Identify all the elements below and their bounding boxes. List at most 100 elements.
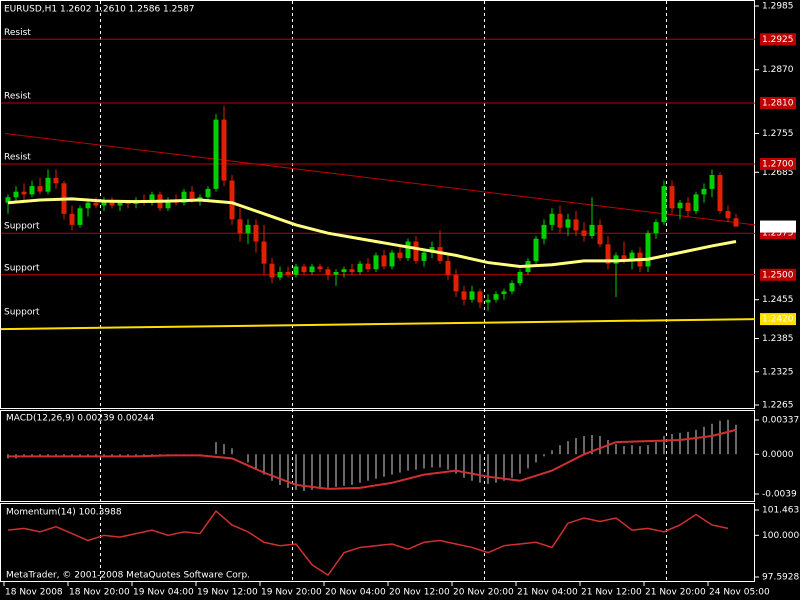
candle-body	[21, 191, 27, 195]
level-name: Support	[4, 263, 40, 273]
level-label: 1.2925	[762, 35, 794, 45]
candle-body	[29, 186, 35, 195]
y-tick-label: 0.0000	[762, 450, 794, 460]
macd-title: MACD(12,26,9) 0.00239 0.00244	[6, 414, 155, 424]
y-tick-label: 1.2685	[762, 168, 794, 178]
y-tick-label: 1.2870	[762, 65, 794, 75]
candle-body	[325, 269, 331, 275]
candle-body	[677, 202, 683, 209]
candle-body	[725, 211, 731, 219]
candle-body	[453, 274, 459, 292]
level-box	[760, 33, 796, 46]
candle-body	[661, 186, 667, 223]
y-tick-label: 97.5928	[762, 573, 799, 583]
candle-body	[365, 263, 371, 270]
time-label: 21 Nov 12:00	[581, 588, 642, 598]
level-label: 1.2700	[762, 159, 794, 169]
candle-body	[717, 175, 723, 212]
candle-body	[477, 291, 483, 303]
level-name: Resist	[4, 28, 31, 38]
candle-body	[509, 283, 515, 292]
moving-average	[7, 197, 737, 268]
footer: MetaTrader, © 2001-2008 MetaQuotes Softw…	[6, 571, 250, 581]
candle-body	[277, 272, 283, 278]
level-label: 1.2500	[762, 270, 794, 280]
candle-body	[53, 177, 59, 184]
candle-body	[213, 119, 219, 189]
time-label: 19 Nov 20:00	[261, 588, 322, 598]
candle-body	[397, 252, 403, 259]
candle-body	[93, 202, 99, 206]
candle-body	[341, 269, 347, 272]
candle-body	[101, 199, 107, 206]
candle-body	[317, 266, 323, 270]
candle-body	[581, 230, 587, 236]
level-name: Support	[4, 308, 40, 318]
y-tick-label: 1.2385	[762, 334, 794, 344]
candle-body	[685, 202, 691, 212]
candle-body	[357, 263, 363, 272]
candle-body	[309, 266, 315, 272]
y-tick-label: 1.2985	[762, 2, 794, 12]
level-label: 1.2420	[762, 315, 794, 325]
candle-body	[501, 291, 507, 295]
candle-body	[709, 175, 715, 189]
candle-body	[645, 233, 651, 267]
y-tick-label: 0.00337	[762, 416, 799, 426]
y-tick-label: 1.2325	[762, 367, 794, 377]
candle-body	[229, 180, 235, 220]
y-tick-label: 101.4632	[762, 506, 800, 516]
candle-body	[669, 186, 675, 209]
candle-body	[589, 224, 595, 236]
candle-body	[285, 272, 291, 275]
candle-body	[125, 202, 131, 204]
price-box	[760, 220, 796, 233]
candle-body	[165, 199, 171, 209]
candle-body	[541, 224, 547, 239]
candle-body	[573, 219, 579, 231]
candle-body	[565, 219, 571, 228]
time-label: 20 Nov 12:00	[389, 588, 450, 598]
candle-body	[493, 294, 499, 300]
y-tick-label: -0.0039	[762, 490, 797, 500]
candle-body	[77, 208, 83, 225]
frames	[0, 0, 755, 582]
candle-body	[149, 194, 155, 203]
candle-body	[301, 266, 307, 272]
candle-body	[37, 186, 43, 192]
candle-body	[221, 119, 227, 181]
candle-body	[421, 252, 427, 261]
candle-body	[533, 238, 539, 261]
support-line	[0, 318, 756, 331]
candle-body	[653, 222, 659, 234]
candle-body	[381, 255, 387, 267]
candle-body	[205, 188, 211, 198]
header: EURUSD,H1 1.2602 1.2610 1.2586 1.2587	[4, 5, 195, 15]
macd-frame	[0, 410, 755, 502]
candle-body	[109, 199, 115, 206]
momentum-line	[7, 509, 729, 577]
time-label: 18 Nov 2008	[5, 588, 63, 598]
level-box	[760, 157, 796, 170]
time-label: 24 Nov 05:00	[709, 588, 770, 598]
candle-body	[5, 197, 11, 203]
momentum-title: Momentum(14) 100.3988	[6, 508, 122, 518]
time-label: 20 Nov 04:00	[325, 588, 386, 598]
level-name: Support	[4, 222, 40, 232]
time-label: 19 Nov 12:00	[197, 588, 258, 598]
time-label: 20 Nov 20:00	[453, 588, 514, 598]
level-name: Resist	[4, 91, 31, 101]
level-box	[760, 268, 796, 281]
candle-body	[69, 213, 75, 225]
candle-body	[701, 188, 707, 195]
candle-body	[389, 252, 395, 267]
main-frame	[0, 0, 755, 409]
momentum-frame	[0, 503, 755, 582]
candle-body	[405, 241, 411, 259]
candle-body	[629, 252, 635, 261]
candle-body	[485, 299, 491, 303]
trend-line	[4, 132, 756, 226]
